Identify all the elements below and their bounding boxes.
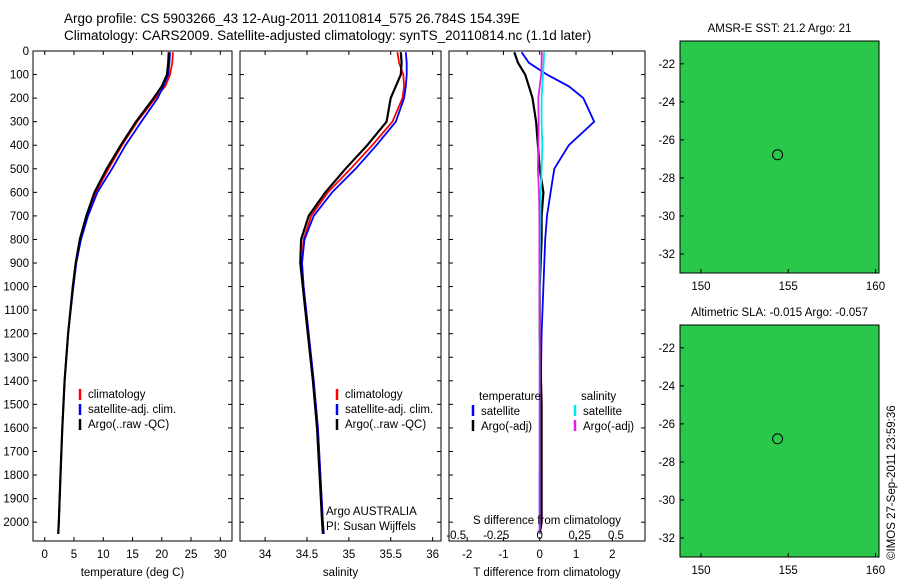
- imos-stamp: ©IMOS 27-Sep-2011 23:59:36: [886, 405, 898, 560]
- x-tick-label-salinity: 0: [537, 530, 543, 542]
- map-y-tick-label: -24: [658, 381, 675, 393]
- header-line-1: Argo profile: CS 5903266_43 12-Aug-2011 …: [64, 11, 520, 26]
- y-tick-label: 900: [10, 258, 29, 270]
- note-argo-australia: Argo AUSTRALIA: [326, 506, 417, 518]
- legend-label: satellite-adj. clim.: [345, 404, 433, 416]
- x-tick-label: -1: [498, 549, 508, 561]
- x-tick-label: 35: [342, 549, 355, 561]
- legend-label: satellite: [583, 406, 622, 418]
- legend-label: Argo(..raw -QC): [345, 419, 426, 431]
- argo-position-marker: [772, 433, 784, 445]
- y-tick-label: 1300: [3, 352, 29, 364]
- legend-title-salinity: salinity: [581, 391, 616, 403]
- x-tick-label: 25: [185, 549, 198, 561]
- y-tick-label: 1900: [3, 494, 29, 506]
- map-y-tick-label: -24: [658, 97, 675, 109]
- x-axis-label: temperature (deg C): [81, 567, 185, 579]
- y-tick-label: 1200: [3, 329, 29, 341]
- map-y-tick-label: -32: [658, 249, 675, 261]
- map-x-tick-label: 155: [779, 565, 798, 577]
- map-frame: [679, 40, 880, 274]
- y-tick-label: 700: [10, 211, 29, 223]
- salinity-profile-frame: [239, 50, 442, 542]
- map-y-tick-label: -26: [658, 419, 675, 431]
- legend-label: Argo(-adj): [583, 421, 634, 433]
- x-tick-label: 5: [71, 549, 77, 561]
- x-tick-label: 20: [155, 549, 168, 561]
- map-y-tick-label: -26: [658, 135, 675, 147]
- map-y-tick-label: -22: [658, 59, 675, 71]
- map-title: AMSR-E SST: 21.2 Argo: 21: [708, 23, 852, 35]
- x-tick-label: 36: [426, 549, 439, 561]
- map-background: [680, 325, 879, 557]
- legend-label: Argo(-adj): [481, 421, 532, 433]
- y-tick-label: 300: [10, 117, 29, 129]
- x-tick-label: 1: [573, 549, 579, 561]
- x-tick-label-salinity: 0.5: [608, 530, 624, 542]
- y-tick-label: 1000: [3, 282, 29, 294]
- series-line-argo-raw-qc-: [299, 52, 403, 534]
- x-tick-label: -2: [462, 549, 472, 561]
- x-tick-label-salinity: -0.25: [483, 530, 509, 542]
- x-axis-label: salinity: [323, 567, 358, 579]
- x-tick-label: 30: [214, 549, 227, 561]
- y-tick-label: 1100: [4, 305, 29, 317]
- map-y-tick-label: -30: [658, 211, 675, 223]
- y-tick-label: 0: [23, 46, 29, 58]
- difference-profile-frame: [448, 50, 646, 542]
- map-title: Altimetric SLA: -0.015 Argo: -0.057: [691, 307, 868, 319]
- y-tick-label: 200: [10, 93, 29, 105]
- y-tick-label: 1700: [3, 446, 29, 458]
- legend-label: satellite-adj. clim.: [88, 404, 176, 416]
- x-tick-label: 34: [259, 549, 272, 561]
- legend-label: Argo(..raw -QC): [88, 419, 169, 431]
- y-tick-label: 600: [10, 187, 29, 199]
- map-y-tick-label: -22: [658, 343, 675, 355]
- y-tick-label: 1500: [3, 399, 29, 411]
- x-tick-label: 0: [42, 549, 48, 561]
- x-tick-label: 35.5: [380, 549, 402, 561]
- map-x-tick-label: 150: [691, 281, 710, 293]
- argo-position-marker: [772, 149, 784, 161]
- x-tick-label-salinity: 0.25: [568, 530, 590, 542]
- map-y-tick-label: -32: [658, 533, 675, 545]
- y-tick-label: 500: [10, 164, 29, 176]
- map-frame: [679, 324, 880, 558]
- series-line-s-argo-adj-: [536, 52, 543, 534]
- map-x-tick-label: 155: [779, 281, 798, 293]
- y-tick-label: 100: [10, 70, 29, 82]
- series-line-t-argo-adj-: [513, 51, 545, 535]
- map-x-tick-label: 150: [691, 565, 710, 577]
- x-tick-label-salinity: -0.5: [446, 530, 466, 542]
- x-tick-label: 34.5: [296, 549, 318, 561]
- x-tick-label: 15: [126, 549, 139, 561]
- map-y-tick-label: -28: [658, 173, 675, 185]
- x-tick-label: 0: [537, 549, 543, 561]
- header-line-2: Climatology: CARS2009. Satellite-adjuste…: [64, 28, 592, 43]
- legend-label: climatology: [345, 389, 403, 401]
- y-tick-label: 400: [10, 140, 29, 152]
- map-y-tick-label: -28: [658, 457, 675, 469]
- x-tick-label: 10: [97, 549, 110, 561]
- y-tick-label: 1400: [3, 376, 29, 388]
- map-background: [680, 41, 879, 273]
- temperature-profile-frame: [32, 50, 233, 542]
- x-axis-label: T difference from climatology: [473, 567, 620, 579]
- map-x-tick-label: 160: [866, 281, 885, 293]
- legend-label: satellite: [481, 406, 520, 418]
- y-tick-label: 1600: [3, 423, 29, 435]
- x-axis-label-salinity: S difference from climatology: [473, 515, 621, 527]
- series-line-argo-raw-qc-: [57, 52, 170, 534]
- legend-title-temperature: temperature: [479, 391, 541, 403]
- note-pi: PI: Susan Wijffels: [326, 521, 416, 533]
- y-tick-label: 800: [10, 234, 29, 246]
- y-tick-label: 2000: [3, 517, 29, 529]
- y-tick-label: 1800: [3, 470, 29, 482]
- legend-label: climatology: [88, 389, 146, 401]
- map-x-tick-label: 160: [866, 565, 885, 577]
- map-y-tick-label: -30: [658, 495, 675, 507]
- x-tick-label: 2: [609, 549, 615, 561]
